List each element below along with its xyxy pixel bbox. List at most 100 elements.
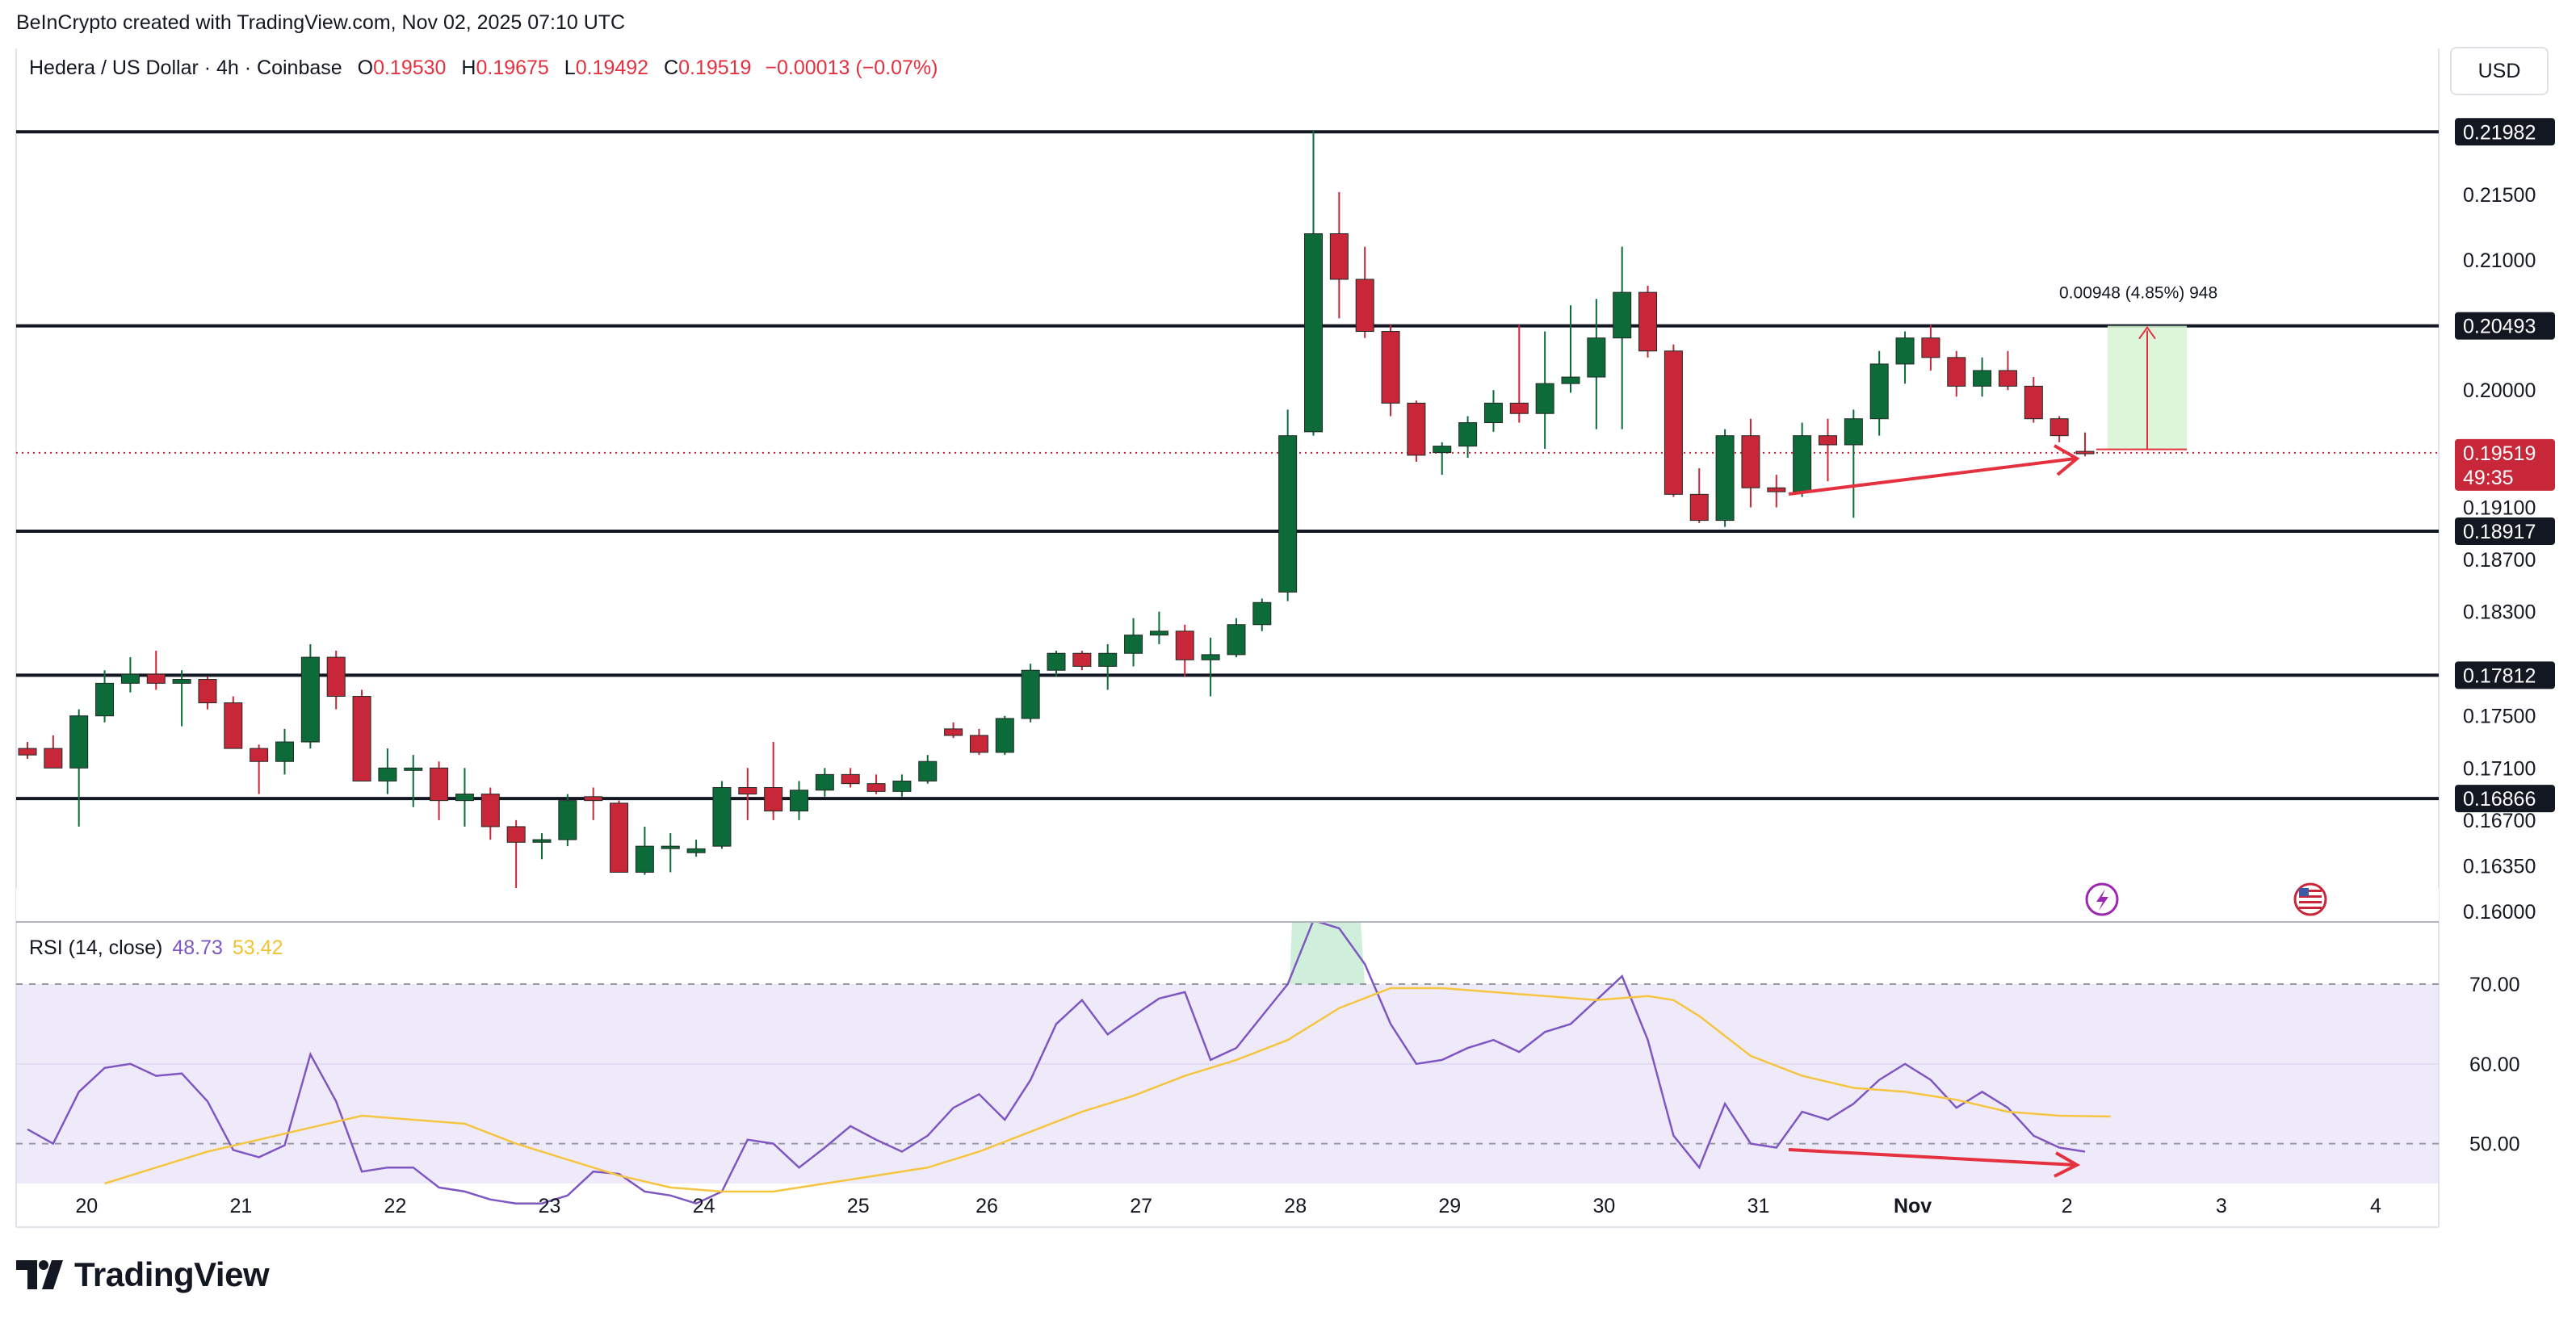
candle[interactable] [44,735,63,769]
candle[interactable] [1407,400,1426,462]
candle[interactable] [686,840,706,857]
candle[interactable] [95,670,115,723]
candle[interactable] [1741,418,1760,508]
candle[interactable] [661,833,680,873]
candle[interactable] [1715,429,1735,527]
candle-body [300,656,320,743]
price-tick-label: 0.19100 [2463,497,2536,519]
candle[interactable] [1433,442,1452,476]
candle[interactable] [866,774,886,794]
candle[interactable] [1355,246,1374,338]
candle[interactable] [1381,325,1400,417]
close-label: C [664,57,679,79]
candle[interactable] [1458,416,1478,459]
candle[interactable] [1175,624,1194,677]
candle-body [455,794,474,802]
candle[interactable] [250,744,269,794]
candle[interactable] [1047,651,1066,677]
candle[interactable] [2049,416,2069,442]
candle[interactable] [430,761,449,820]
rsi-trend-arrow [1788,1148,2076,1167]
candle[interactable] [558,794,577,847]
candle[interactable] [455,768,474,827]
candle[interactable] [995,715,1014,756]
candle[interactable] [1689,468,1709,523]
currency-button[interactable]: USD [2450,47,2549,95]
candle[interactable] [378,748,397,794]
candle[interactable] [1613,246,1632,429]
candle[interactable] [275,728,294,775]
candle[interactable] [1535,331,1554,449]
candle[interactable] [1124,618,1143,667]
candle[interactable] [1227,618,1246,658]
candle[interactable] [1561,305,1580,393]
candle[interactable] [1869,350,1889,436]
candle[interactable] [1767,475,1786,508]
candle[interactable] [2075,432,2095,457]
candle[interactable] [635,826,654,875]
candle[interactable] [584,787,603,820]
candle[interactable] [480,787,500,840]
candle-body [661,845,680,849]
candle[interactable] [532,833,552,860]
candle[interactable] [1638,286,1658,358]
candle[interactable] [1947,350,1966,397]
candle[interactable] [326,651,346,710]
candle-body [1509,402,1529,414]
rsi-title[interactable]: RSI (14, close) [29,936,163,959]
candle[interactable] [352,689,371,781]
candle[interactable] [1998,350,2017,391]
candle[interactable] [892,774,912,797]
candle[interactable] [404,755,423,807]
candle-body [764,787,783,812]
candle[interactable] [300,643,320,749]
candle[interactable] [969,728,988,756]
candle[interactable] [506,819,526,892]
candle[interactable] [1483,390,1503,432]
candle[interactable] [1895,331,1915,384]
candle-body [1561,376,1580,384]
low-value: 0.19492 [575,57,649,79]
candle[interactable] [18,742,37,759]
candle[interactable] [1587,299,1606,429]
candle[interactable] [1509,325,1529,423]
candle[interactable] [1021,664,1040,723]
candle[interactable] [1149,611,1168,644]
candle[interactable] [944,722,963,739]
candle[interactable] [120,657,140,693]
candle[interactable] [790,781,808,820]
candle[interactable] [172,670,191,727]
candle[interactable] [1201,637,1220,697]
candle[interactable] [1098,643,1118,690]
candle[interactable] [198,677,217,710]
event-us-flag-icon[interactable] [2293,882,2327,916]
candle[interactable] [1072,651,1092,671]
candle[interactable] [918,755,938,784]
candle[interactable] [1252,598,1272,631]
candle[interactable] [1663,344,1683,497]
candle[interactable] [146,651,166,690]
candle[interactable] [1278,409,1298,601]
candle-body [2024,385,2043,420]
candle[interactable] [1304,130,1323,436]
candle[interactable] [1819,418,1837,482]
candle[interactable] [1793,422,1812,497]
candle[interactable] [1844,409,1863,518]
candle[interactable] [69,709,89,827]
candle[interactable] [738,768,757,820]
candle[interactable] [2024,377,2043,423]
candle[interactable] [712,781,732,849]
level-label-box [2455,312,2555,340]
event-lightning-icon[interactable] [2085,882,2119,916]
candle[interactable] [841,768,860,788]
candle[interactable] [1921,325,1940,371]
candle[interactable] [1329,191,1349,319]
candle[interactable] [1973,357,1992,397]
candle[interactable] [224,696,243,749]
symbol-title[interactable]: Hedera / US Dollar · 4h · Coinbase [29,57,342,79]
candle[interactable] [815,768,834,797]
candle[interactable] [764,742,783,820]
tradingview-logo[interactable]: TradingView [16,1255,270,1294]
candle[interactable] [610,800,629,873]
